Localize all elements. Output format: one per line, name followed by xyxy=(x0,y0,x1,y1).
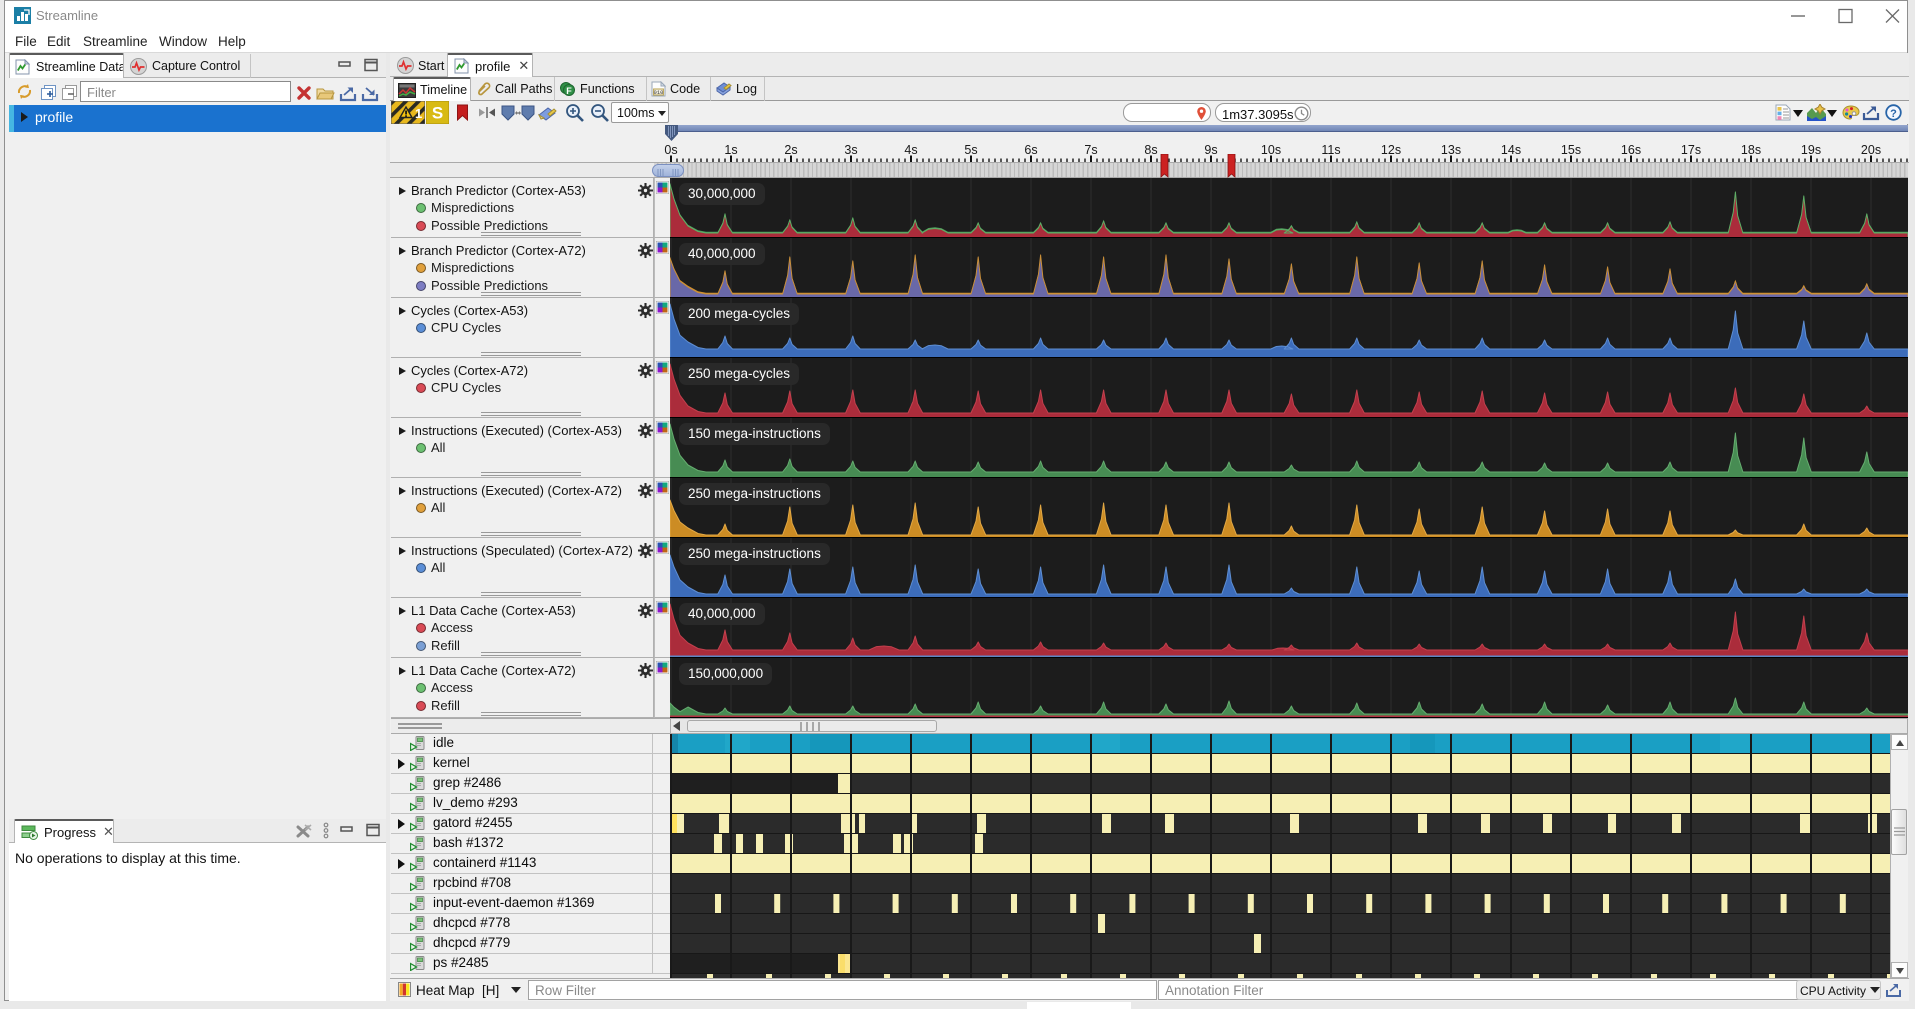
svg-text:3s: 3s xyxy=(844,143,857,157)
svg-text:4s: 4s xyxy=(904,143,917,157)
svg-text:F: F xyxy=(566,86,572,96)
svg-text:12s: 12s xyxy=(1381,143,1401,157)
svg-text:1s: 1s xyxy=(724,143,737,157)
svg-text:17s: 17s xyxy=(1681,143,1701,157)
svg-text:010: 010 xyxy=(654,89,664,96)
svg-text:8s: 8s xyxy=(1144,143,1157,157)
svg-text:10s: 10s xyxy=(1261,143,1281,157)
svg-text:20s: 20s xyxy=(1861,143,1881,157)
svg-text:18s: 18s xyxy=(1741,143,1761,157)
svg-text:1: 1 xyxy=(415,106,422,121)
svg-text:2s: 2s xyxy=(784,143,797,157)
svg-text:13s: 13s xyxy=(1441,143,1461,157)
svg-text:19s: 19s xyxy=(1801,143,1821,157)
svg-text:15s: 15s xyxy=(1561,143,1581,157)
svg-text:11s: 11s xyxy=(1321,143,1340,157)
svg-text:14s: 14s xyxy=(1501,143,1521,157)
svg-text:0s: 0s xyxy=(664,143,677,157)
svg-text:9s: 9s xyxy=(1204,143,1217,157)
svg-text:6s: 6s xyxy=(1024,143,1037,157)
svg-text:S: S xyxy=(432,104,443,123)
svg-text:5s: 5s xyxy=(964,143,977,157)
svg-text:?: ? xyxy=(1890,108,1897,120)
svg-text:7s: 7s xyxy=(1084,143,1097,157)
svg-text:16s: 16s xyxy=(1621,143,1641,157)
